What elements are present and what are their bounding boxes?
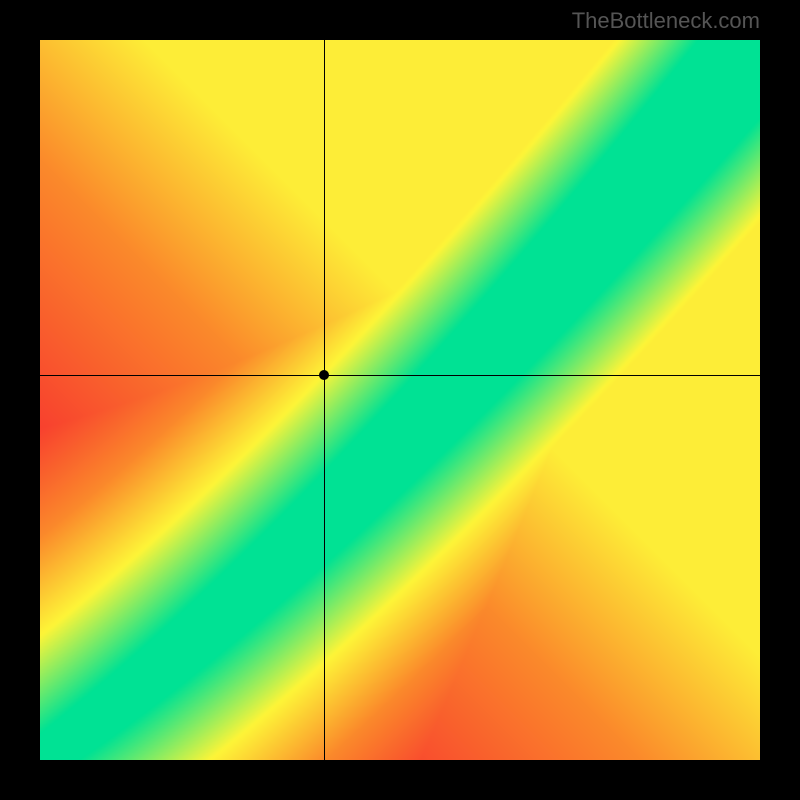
- heatmap-canvas: [40, 40, 760, 760]
- crosshair-vertical: [324, 40, 325, 760]
- watermark-text: TheBottleneck.com: [572, 8, 760, 34]
- chart-container: TheBottleneck.com: [0, 0, 800, 800]
- crosshair-marker: [319, 370, 329, 380]
- crosshair-horizontal: [40, 375, 760, 376]
- plot-area: [40, 40, 760, 760]
